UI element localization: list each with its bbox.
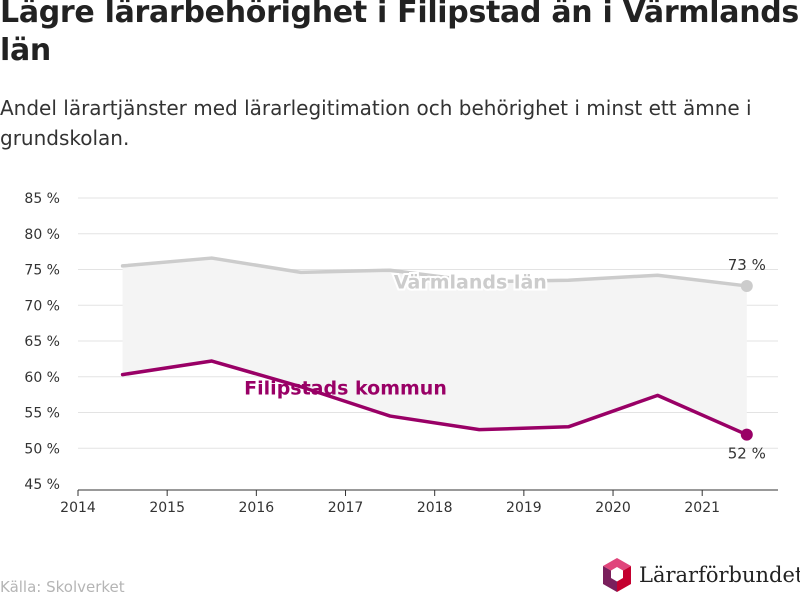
y-tick-label: 50 %	[24, 441, 60, 457]
band-area	[122, 258, 747, 435]
end-value-label: 52 %	[728, 445, 766, 463]
chart-subtitle: Andel lärartjänster med lärarlegitimatio…	[0, 96, 752, 150]
x-tick-label: 2018	[417, 500, 453, 516]
x-tick-label: 2020	[595, 500, 631, 516]
end-value-label: 73 %	[728, 256, 766, 274]
hexagon-logo-icon	[603, 558, 631, 592]
x-tick-label: 2019	[506, 500, 542, 516]
y-tick-label: 85 %	[24, 191, 60, 207]
x-tick-label: 2017	[328, 500, 364, 516]
y-tick-label: 60 %	[24, 370, 60, 386]
x-tick-label: 2015	[149, 500, 185, 516]
x-tick-label: 2021	[684, 500, 720, 516]
series-lines	[120, 256, 753, 441]
x-axis: 2014 2015 2016 2017 2018 2019 2020 2021	[60, 489, 778, 516]
band-fill	[122, 258, 747, 435]
series-line	[120, 359, 749, 437]
series-end-point	[740, 279, 753, 292]
series-name-label: Filipstads kommun	[244, 378, 447, 400]
brand-logo: Lärarförbundet	[601, 557, 800, 593]
series-labels: 73 % 52 % Värmlands län Filipstads kommun	[244, 256, 766, 463]
y-tick-label: 55 %	[24, 406, 60, 422]
y-axis: 45 % 50 % 55 % 60 % 65 % 70 % 75 % 80 % 85 %	[24, 191, 60, 493]
x-tick-label: 2014	[60, 500, 96, 516]
y-tick-label: 70 %	[24, 298, 60, 314]
y-tick-label: 65 %	[24, 334, 60, 350]
y-tick-label: 45 %	[24, 477, 60, 493]
series-name-label: Värmlands län	[394, 272, 547, 294]
series-line	[120, 256, 749, 288]
chart-title: Lägre lärarbehörighet i Filipstad än i V…	[0, 0, 799, 68]
x-tick-label: 2016	[239, 500, 275, 516]
y-tick-label: 75 %	[24, 263, 60, 279]
line-chart: 45 % 50 % 55 % 60 % 65 % 70 % 75 % 80 % 85 % 201…	[24, 191, 778, 516]
source-note: Källa: Skolverket	[0, 578, 125, 596]
y-tick-label: 80 %	[24, 227, 60, 243]
logo-text: Lärarförbundet	[639, 563, 800, 587]
series-end-point	[740, 428, 753, 441]
